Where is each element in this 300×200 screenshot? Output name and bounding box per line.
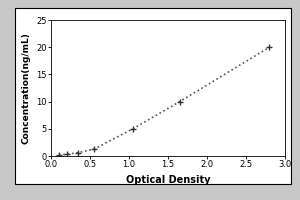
Y-axis label: Concentration(ng/mL): Concentration(ng/mL) <box>22 32 31 144</box>
X-axis label: Optical Density: Optical Density <box>126 175 210 185</box>
